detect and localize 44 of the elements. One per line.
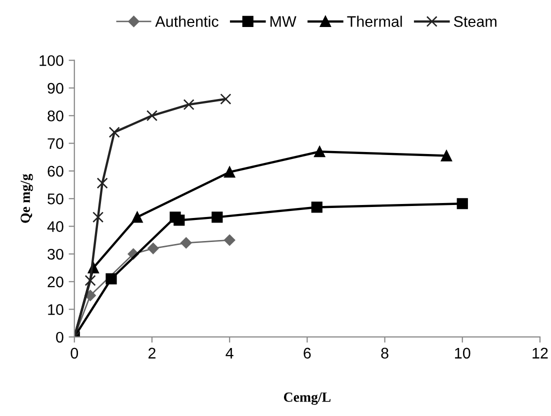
x-tick-label: 12 [532,348,548,358]
y-tick-label: 50 [48,194,64,204]
point [148,242,159,254]
point [92,212,104,223]
x-tick-label: 10 [455,348,470,359]
x-tick-label: 0 [70,348,78,359]
point [456,198,468,210]
legend-label: Authentic [155,16,218,27]
y-tick-label: 20 [48,276,64,288]
point [212,212,223,223]
point [224,234,236,246]
point [220,93,232,105]
point [183,99,194,110]
point [174,214,185,226]
y-tick-label: 70 [48,138,64,149]
x-tick-label: 4 [226,348,234,358]
y-tick-label: 100 [40,55,64,66]
x-tick-label: 2 [148,348,156,358]
point [440,150,452,162]
y-axis-title: Qe mg/g [20,174,33,223]
legend-label: MW [270,16,296,27]
point [311,202,322,213]
legend-label: Steam [454,16,496,27]
point [96,178,108,189]
point [180,237,192,249]
x-tick-label: 8 [381,348,388,359]
x-axis-title: Cemg/L [284,392,331,405]
point [84,290,96,302]
point [106,273,117,284]
point [224,166,236,178]
y-tick-label: 0 [56,332,64,343]
point [108,126,120,138]
y-tick-label: 10 [48,304,64,315]
y-tick-label: 60 [48,166,64,177]
point [84,274,96,286]
y-tick-label: 90 [48,82,64,94]
x-tick-label: 6 [304,348,311,359]
point [146,110,158,122]
y-tick-label: 80 [48,110,64,122]
y-tick-label: 40 [47,221,64,232]
point [314,146,326,158]
point [132,212,143,223]
legend-label: Thermal [347,16,402,27]
y-tick-label: 30 [48,248,64,260]
